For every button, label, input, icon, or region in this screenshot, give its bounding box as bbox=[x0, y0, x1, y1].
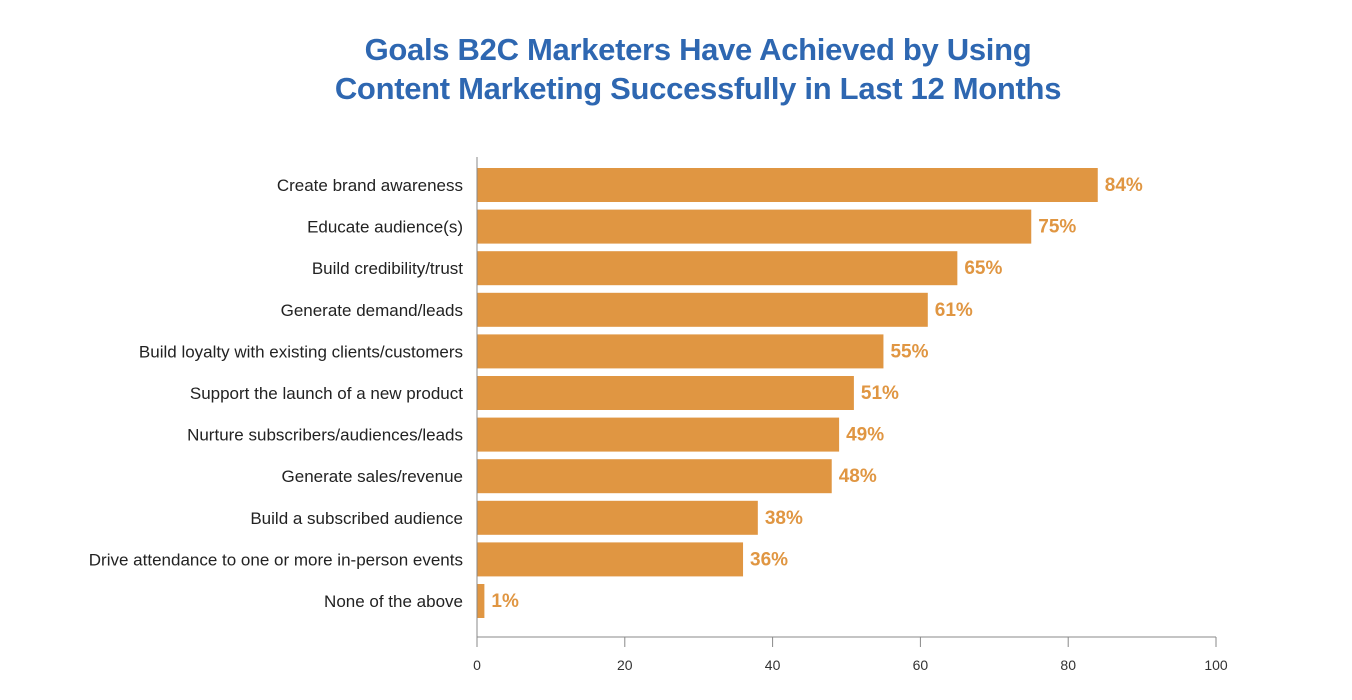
x-tick-label: 80 bbox=[1060, 657, 1076, 673]
value-label: 84% bbox=[1105, 175, 1143, 196]
chart-title-line-2: Content Marketing Successfully in Last 1… bbox=[334, 71, 1062, 106]
value-label: 1% bbox=[491, 591, 519, 612]
category-label: Generate sales/revenue bbox=[282, 467, 463, 486]
value-label: 75% bbox=[1038, 217, 1076, 238]
value-label: 38% bbox=[765, 508, 803, 529]
value-labels: 84% 75% 65% 61% 55% 51% 49% 48% 38% 36% 1% bbox=[491, 175, 1143, 612]
category-labels: Create brand awareness Educate audience(s… bbox=[89, 176, 463, 611]
bar bbox=[477, 209, 1032, 244]
bar bbox=[477, 500, 758, 535]
category-label: Nurture subscribers/audiences/leads bbox=[187, 426, 463, 445]
value-label: 61% bbox=[935, 300, 973, 321]
category-label: Build credibility/trust bbox=[312, 259, 463, 278]
category-label: Generate demand/leads bbox=[281, 301, 463, 320]
x-tick-label: 40 bbox=[765, 657, 781, 673]
value-label: 65% bbox=[964, 258, 1002, 279]
category-label: None of the above bbox=[324, 592, 463, 611]
category-label: Drive attendance to one or more in-perso… bbox=[89, 550, 463, 569]
value-label: 36% bbox=[750, 549, 788, 570]
value-label: 49% bbox=[846, 425, 884, 446]
category-label: Build loyalty with existing clients/cust… bbox=[139, 342, 463, 361]
x-tick-label: 20 bbox=[617, 657, 633, 673]
bar bbox=[477, 417, 840, 452]
bar bbox=[477, 542, 744, 577]
value-label: 55% bbox=[890, 341, 928, 362]
x-tick-label: 60 bbox=[913, 657, 929, 673]
bar bbox=[477, 168, 1098, 202]
category-label: Build a subscribed audience bbox=[250, 509, 463, 528]
x-tick-label: 0 bbox=[473, 657, 481, 673]
bar bbox=[477, 584, 485, 618]
value-label: 51% bbox=[861, 383, 899, 404]
bar bbox=[477, 459, 832, 494]
bar bbox=[477, 292, 928, 327]
chart-title: Goals B2C Marketers Have Achieved by Usi… bbox=[0, 30, 1352, 108]
value-label: 48% bbox=[839, 466, 877, 487]
bar bbox=[477, 334, 884, 369]
category-label: Educate audience(s) bbox=[307, 218, 463, 237]
bar bbox=[477, 376, 854, 410]
x-tick-label: 100 bbox=[1204, 657, 1228, 673]
bar bbox=[477, 251, 958, 286]
x-axis: 0 20 40 60 80 100 bbox=[473, 636, 1228, 673]
chart-title-line-1: Goals B2C Marketers Have Achieved by Usi… bbox=[364, 32, 1032, 67]
bars bbox=[477, 168, 1098, 618]
category-label: Create brand awareness bbox=[277, 176, 463, 195]
category-label: Support the launch of a new product bbox=[190, 384, 463, 403]
